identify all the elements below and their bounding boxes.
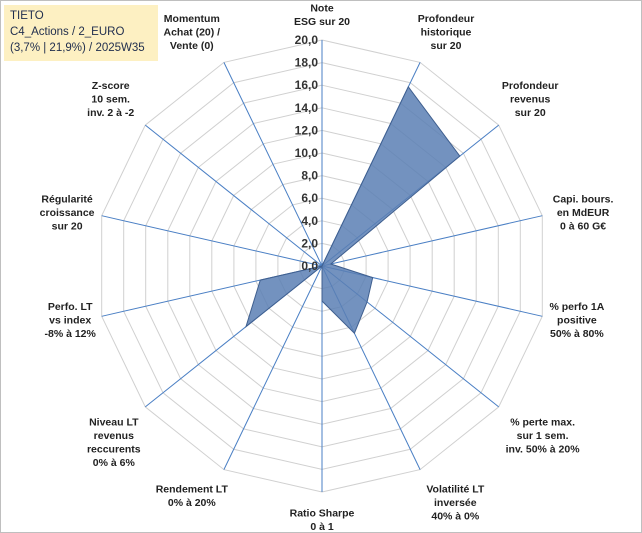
axis-label: Profondeur historique sur 20 [418,13,475,52]
series-area [245,85,461,335]
tick-label: 20,0 [295,33,319,47]
axis-label-line: revenus [94,430,134,442]
axis-label-line: % perfo 1A [549,301,604,313]
axis-label-line: Perfo. LT [48,301,93,313]
axis-label-line: en MdEUR [557,207,610,219]
axis-label: Niveau LT revenus reccurents 0% à 6% [87,416,141,469]
axis-spoke [321,215,543,267]
axis-label-line: inversée [434,497,477,509]
tick-label: 4,0 [301,214,318,228]
axis-spoke [223,62,323,267]
axis-label-line: 0% à 6% [93,457,136,469]
axis-label-line: 0 à 1 [310,521,334,533]
axis-label: Note ESG sur 20 [294,3,350,29]
axis-labels: Note ESG sur 20 Profondeur historique sur 20… [40,3,614,533]
axis-label-line: inv. 2 à -2 [87,107,134,119]
axis-spoke [144,124,323,267]
axis-label-line: ESG sur 20 [294,16,350,28]
data-series [245,85,461,335]
axis-label: Z-score 10 sem. inv. 2 à -2 [87,80,134,119]
title-line-1: TIETO [10,10,44,22]
axis-label-line: sur 20 [431,40,462,52]
title-line-2: C4_Actions / 2_EURO [10,26,125,38]
axis-label-line: -8% à 12% [45,328,97,340]
axis-label-line: 40% à 0% [431,511,480,523]
axis-label-line: Achat (20) / [163,27,220,39]
axis-label-line: revenus [510,94,550,106]
axis-label-line: 0 à 60 G€ [560,220,606,232]
tick-label: 8,0 [301,169,318,183]
axis-label-line: Régularité [41,193,93,205]
axis-label: Perfo. LT vs index -8% à 12% [45,301,97,340]
tick-label: 2,0 [301,236,318,250]
axis-label-line: sur 20 [515,107,546,119]
axis-label-line: Capi. bours. [553,193,614,205]
axis-label-line: historique [421,27,472,39]
axis-label: % perfo 1A positive 50% à 80% [549,301,604,340]
axis-label: Volatilité LT inversée 40% à 0% [426,484,485,523]
axis-label-line: % perte max. [510,416,575,428]
axis-label: Momentum Achat (20) / Vente (0) [163,13,220,52]
axis-label-line: Momentum [164,13,220,25]
axis-label-line: Profondeur [502,80,559,92]
axis-label-line: Niveau LT [89,416,139,428]
axis-label-line: 10 sem. [91,94,130,106]
tick-label: 14,0 [295,101,319,115]
axis-spoke [101,215,323,267]
axis-label-line: positive [557,315,597,327]
tick-labels: 0,0 2,0 4,0 6,0 8,0 10,0 12,0 14,0 16,0 18,0 20,0 [295,33,319,273]
axis-label-line: Z-score [92,80,130,92]
axis-label-line: Profondeur [418,13,475,25]
tick-label: 18,0 [295,56,319,70]
axis-label-line: 50% à 80% [550,328,604,340]
axis-label-line: Note [310,3,333,15]
axis-label-line: Rendement LT [156,484,229,496]
axis-label-line: reccurents [87,443,141,455]
chart-title-box: TIETO C4_Actions / 2_EURO (3,7% | 21,9%)… [4,5,158,61]
axis-label-line: vs index [49,315,91,327]
axis-label-line: sur 1 sem. [517,430,569,442]
axis-label-line: 0% à 20% [168,497,217,509]
axis-label: Profondeur revenus sur 20 [502,80,559,119]
tick-label: 10,0 [295,146,319,160]
axis-label: Ratio Sharpe 0 à 1 [290,508,355,533]
axis-label-line: sur 20 [52,220,83,232]
tick-label: 16,0 [295,78,319,92]
tick-label: 6,0 [301,191,318,205]
axis-label-line: inv. 50% à 20% [506,443,581,455]
axis-label: Régularité croissance sur 20 [40,193,95,232]
axis-label-line: Vente (0) [170,40,214,52]
axis-label: % perte max. sur 1 sem. inv. 50% à 20% [506,416,581,455]
axis-spoke [223,265,323,470]
axis-label: Capi. bours. en MdEUR 0 à 60 G€ [553,193,614,232]
axis-label-line: Ratio Sharpe [290,508,355,520]
tick-label: 0,0 [301,259,318,273]
tick-label: 12,0 [295,123,319,137]
axis-label: Rendement LT 0% à 20% [156,484,229,510]
axis-label-line: Volatilité LT [426,484,485,496]
title-line-3: (3,7% | 21,9%) / 2025W35 [10,42,145,54]
axis-label-line: croissance [40,207,95,219]
